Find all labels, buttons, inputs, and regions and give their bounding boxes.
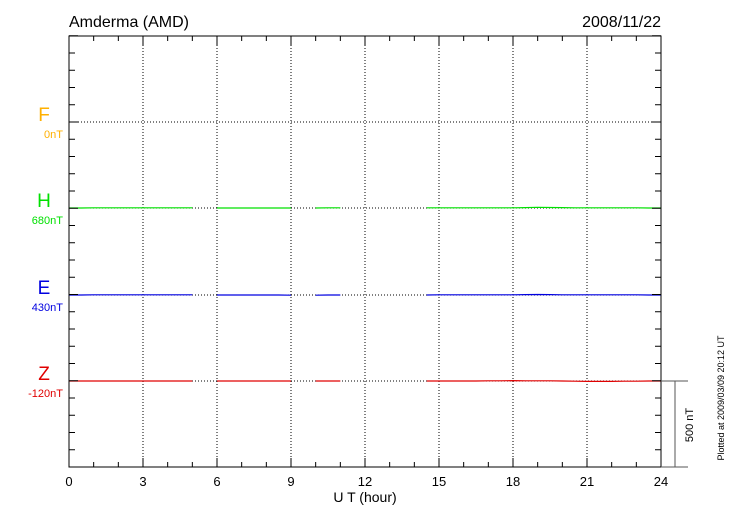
x-tick-label: 18 bbox=[506, 474, 520, 489]
series-baseline-e: 430nT bbox=[32, 302, 63, 314]
traces bbox=[69, 206, 661, 382]
trace-h bbox=[426, 206, 661, 209]
series-label-e: E bbox=[38, 278, 51, 299]
series-label-z: Z bbox=[38, 364, 50, 385]
x-tick-label: 0 bbox=[65, 474, 72, 489]
scale-bar: 500 nT bbox=[661, 380, 696, 468]
series-baseline-z: -120nT bbox=[28, 388, 63, 400]
series-baseline-h: 680nT bbox=[32, 215, 63, 227]
x-axis-label: U T (hour) bbox=[333, 489, 396, 505]
series-label-f: F bbox=[38, 105, 50, 126]
x-tick-label: 12 bbox=[358, 474, 372, 489]
plotted-at-footer: Plotted at 2009/03/09 20:12 UT bbox=[716, 335, 726, 461]
grid bbox=[69, 36, 661, 467]
trace-e bbox=[426, 293, 661, 296]
x-tick-label: 6 bbox=[213, 474, 220, 489]
x-tick-label: 21 bbox=[580, 474, 594, 489]
axes: 0 3 6 9 12 15 18 21 24 bbox=[65, 35, 668, 489]
x-tick-label: 3 bbox=[139, 474, 146, 489]
series-label-h: H bbox=[37, 191, 51, 212]
x-tick-label: 15 bbox=[432, 474, 446, 489]
series-labels: F 0nT H 680nT E 430nT Z -120nT bbox=[28, 105, 63, 400]
chart-date: 2008/11/22 bbox=[582, 14, 661, 31]
scale-bar-label: 500 nT bbox=[684, 408, 696, 443]
series-baseline-f: 0nT bbox=[44, 129, 63, 141]
x-tick-label: 9 bbox=[287, 474, 294, 489]
trace-z bbox=[426, 380, 661, 382]
chart-title: Amderma (AMD) bbox=[69, 14, 189, 31]
x-tick-label: 24 bbox=[654, 474, 668, 489]
